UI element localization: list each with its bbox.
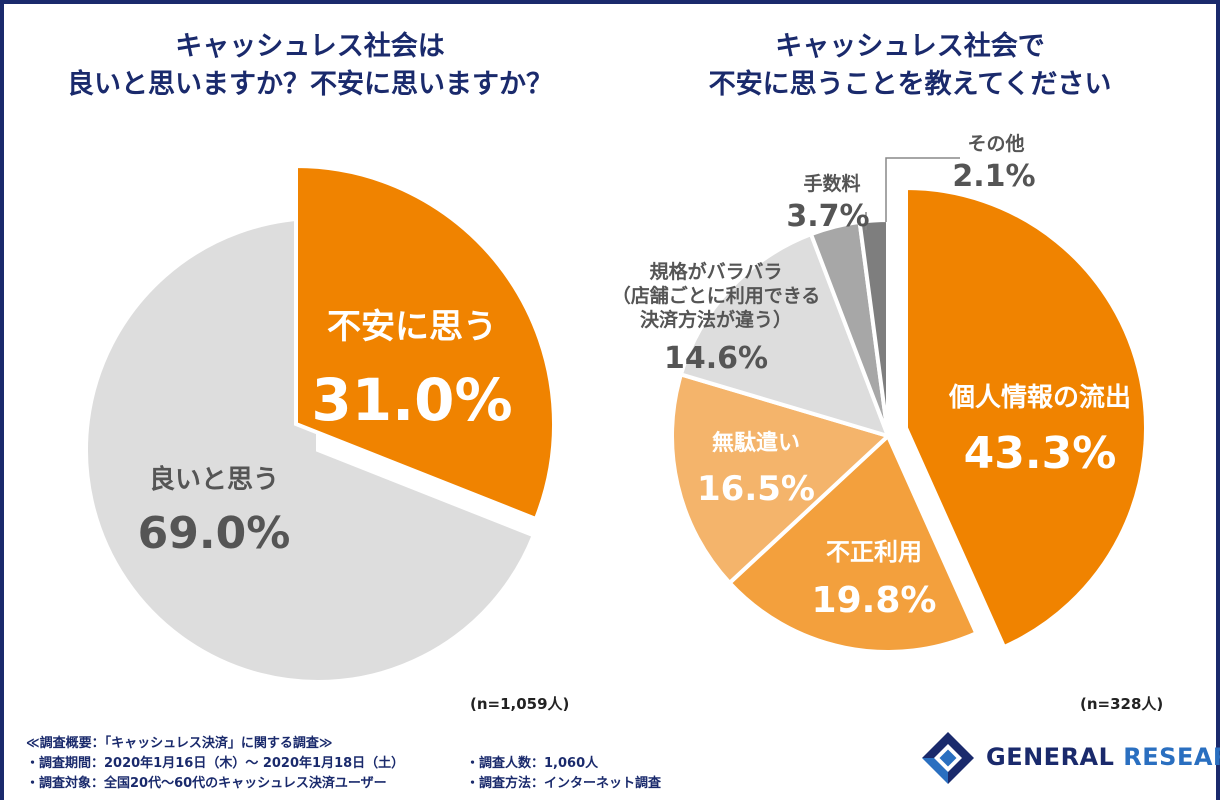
pie-left-label-0: 不安に思う — [327, 307, 497, 347]
pie-right-label-0: 個人情報の流出 — [948, 383, 1131, 413]
frame-left — [0, 0, 4, 800]
pie-right-label-3-line-2: 決済方法が違う） — [640, 308, 792, 331]
pie-chart-left — [84, 163, 556, 684]
pie-right-slice-2 — [670, 371, 892, 586]
pie-left-slice-1 — [84, 215, 537, 684]
pie-left-slice-0 — [294, 163, 556, 522]
pie-right-label-3-line-1: （店舗ごとに利用できる — [612, 284, 821, 307]
pie-right-label-4: 手数料 — [803, 172, 860, 195]
survey-notes: ≪調査概要：「キャッシュレス決済」に関する調査≫ ・調査期間：2020年1月16… — [26, 734, 661, 794]
leader-lines — [865, 157, 960, 230]
slice-labels: 不安に思う 31.0% 良いと思う 69.0% 個人情報の流出 43.3% 不正利用 19.8… — [138, 132, 1131, 621]
survey-period-row: ・調査期間：2020年1月16日（木）～ 2020年1月18日（土） ・調査人数… — [26, 754, 598, 774]
sample-size-left: (n=1,059人) — [470, 695, 570, 713]
pie-right-slice-0 — [904, 185, 1148, 650]
chart-title-left-line1: キャッシュレス社会は — [175, 31, 445, 62]
pie-right-label-3-line-0: 規格がバラバラ — [650, 260, 783, 283]
pie-right-label-5: その他 — [967, 132, 1024, 155]
pie-chart-right — [670, 185, 1148, 654]
pie-left-value-0: 31.0% — [311, 366, 512, 434]
pie-right-value-3: 14.6% — [664, 341, 768, 376]
pie-right-value-5: 2.1% — [952, 159, 1035, 194]
pie-right-value-2: 16.5% — [697, 469, 815, 509]
sample-size-right: (n=328人) — [1080, 695, 1164, 713]
survey-count: ・調査人数：1,060人 — [466, 756, 599, 771]
pie-right-slice-5 — [857, 217, 890, 437]
logo-word-research: RESEARCH — [1123, 743, 1220, 771]
survey-period: ・調査期間：2020年1月16日（木）～ 2020年1月18日（土） — [26, 756, 405, 771]
chart-title-right-line2: 不安に思うことを教えてください — [708, 69, 1112, 100]
chart-title-right-line1: キャッシュレス社会で — [775, 31, 1045, 62]
chart-title-left-line2: 良いと思いますか？不安に思いますか？ — [67, 69, 553, 100]
pie-right-value-0: 43.3% — [964, 428, 1117, 479]
frame-right — [1216, 0, 1220, 800]
survey-subjects-row: ・調査対象：全国20代～60代のキャッシュレス決済ユーザー ・調査方法：インター… — [26, 774, 661, 794]
pie-right-label-2: 無駄遣い — [712, 430, 800, 456]
logo-mark-icon — [922, 732, 974, 784]
pie-right-value-4: 3.7% — [786, 199, 869, 234]
chart-title-right: キャッシュレス社会で 不安に思うことを教えてください — [630, 28, 1190, 104]
pie-right-label-1: 不正利用 — [826, 538, 922, 566]
logo-wordmark: GENERAL RESEARCH — [986, 743, 1220, 771]
pie-right-slice-1 — [726, 432, 979, 654]
general-research-logo: GENERAL RESEARCH — [918, 730, 1220, 786]
logo-word-general: GENERAL — [986, 743, 1115, 771]
pie-left-label-1: 良いと思う — [149, 464, 279, 495]
pie-left-value-1: 69.0% — [138, 508, 291, 559]
survey-heading: ≪調査概要：「キャッシュレス決済」に関する調査≫ — [26, 736, 333, 751]
pie-right-slice-3 — [678, 231, 892, 440]
leader-line-other — [885, 157, 960, 222]
pie-right-value-1: 19.8% — [812, 580, 937, 621]
survey-subjects: ・調査対象：全国20代～60代のキャッシュレス決済ユーザー — [26, 776, 387, 791]
chart-title-left: キャッシュレス社会は 良いと思いますか？不安に思いますか？ — [40, 28, 580, 104]
frame-top — [0, 0, 1220, 4]
survey-method: ・調査方法：インターネット調査 — [466, 776, 662, 791]
